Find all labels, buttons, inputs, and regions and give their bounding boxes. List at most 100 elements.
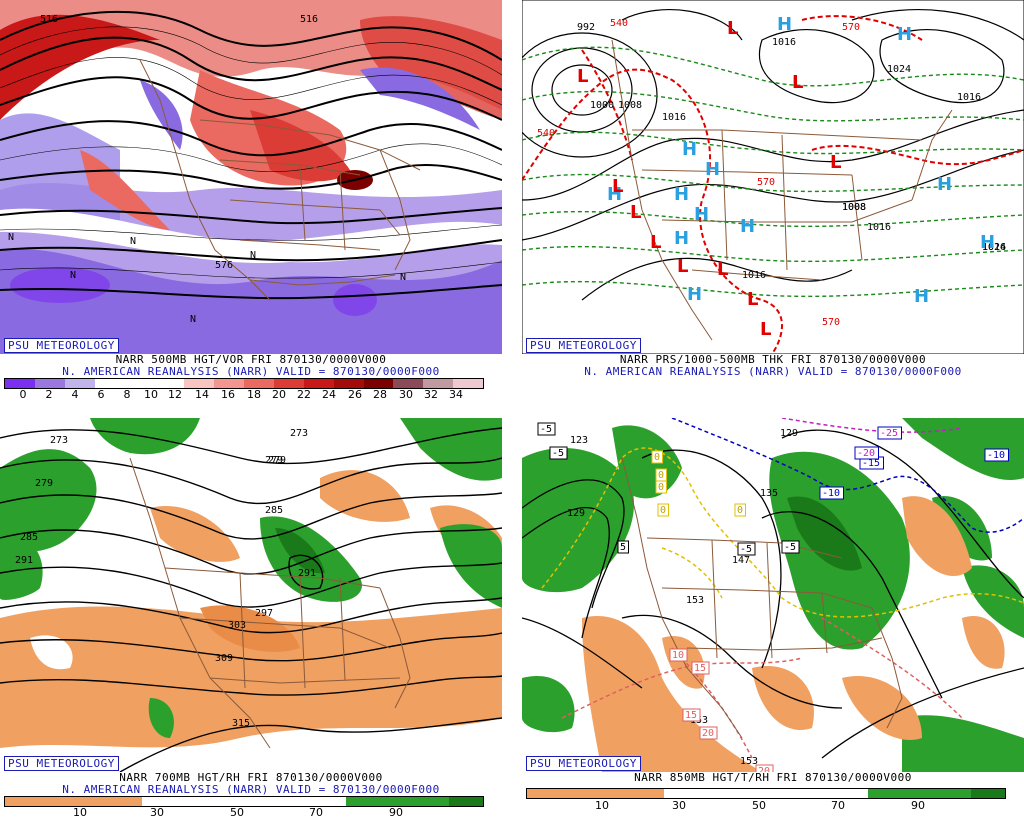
colorbar-segment <box>214 379 244 388</box>
panel-500mb-vorticity: 516 516 576 N N N N N N PSU METEOROLOGY NARR 500… <box>0 0 502 404</box>
low-pressure-marker: L <box>792 72 803 93</box>
temperature-label: 20 <box>758 766 770 772</box>
panel-title: NARR 700MB HGT/RH FRI 870130/0000V000 <box>119 771 383 784</box>
panel-subtitle: N. AMERICAN REANALYSIS (NARR) VALID = 87… <box>62 783 440 796</box>
colorbar-tick-label: 18 <box>247 388 261 401</box>
colorbar-segment <box>94 379 125 388</box>
high-pressure-marker: H <box>607 184 622 205</box>
colorbar-segment <box>5 379 35 388</box>
colorbar-segment <box>5 797 40 806</box>
colorbar-segment <box>414 797 449 806</box>
temperature-label: 15 <box>694 663 706 674</box>
colorbar-tick-label: 30 <box>150 806 164 819</box>
height-contour-label: 279 <box>35 478 53 489</box>
colorbar-segment <box>333 379 364 388</box>
height-contour-label: 153 <box>686 595 704 606</box>
temperature-label: 15 <box>685 710 697 721</box>
low-pressure-marker: L <box>612 176 623 197</box>
colorbar-tick-label: 16 <box>221 388 235 401</box>
temperature-label: -20 <box>857 448 875 459</box>
isobar-label: 1024 <box>887 64 911 75</box>
isobar-label: 1016 <box>772 37 796 48</box>
colorbar-tick-label: 8 <box>123 388 131 401</box>
colorbar-segment <box>303 379 334 388</box>
panel-title: NARR PRS/1000-500MB THK FRI 870130/0000V… <box>619 353 927 366</box>
high-pressure-marker: H <box>705 159 720 180</box>
isobar-label: 570 <box>842 22 860 33</box>
height-contour-label: 576 <box>215 260 233 271</box>
isobar-label: 1008 <box>842 202 866 213</box>
panel-850mb-temp-rh: 123129129135147153153153-5-5-5-5-10-10-1… <box>522 418 1024 822</box>
colorbar-segment <box>175 797 210 806</box>
colorbar-tick-label: 70 <box>831 799 845 812</box>
temp850-map: 123129129135147153153153-5-5-5-5-10-10-1… <box>522 418 1024 772</box>
colorbar-tick-label: 20 <box>272 388 286 401</box>
height-contour-label: 516 <box>40 14 58 25</box>
high-pressure-marker: H <box>937 174 952 195</box>
colorbar-segment <box>312 797 347 806</box>
low-pressure-marker: L <box>830 152 841 173</box>
high-pressure-marker: H <box>980 232 995 253</box>
colorbar-segment <box>663 789 698 798</box>
vorticity-min-marker: N <box>130 236 136 247</box>
colorbar-tick-label: 6 <box>97 388 105 401</box>
high-pressure-marker: H <box>777 14 792 35</box>
panel-subtitle: N. AMERICAN REANALYSIS (NARR) VALID = 87… <box>584 365 962 378</box>
colorbar-segment <box>278 797 313 806</box>
isobar-label: 1016 <box>982 242 1006 253</box>
isobar-label: 570 <box>822 317 840 328</box>
height-contour-label: 273 <box>50 435 68 446</box>
low-pressure-marker: L <box>760 319 771 340</box>
low-pressure-marker: L <box>717 259 728 280</box>
low-pressure-marker: L <box>677 256 688 277</box>
colorbar-segment <box>595 789 630 798</box>
height-contour-label: 315 <box>232 718 250 729</box>
isobar-label: 1008 <box>842 202 866 213</box>
isobar-label: 1008 <box>618 100 642 111</box>
colorbar-segment <box>184 379 215 388</box>
colorbar-segment <box>107 797 142 806</box>
colorbar-tick-label: 26 <box>348 388 362 401</box>
rh-colorbar <box>526 788 1006 799</box>
psu-meteorology-badge: PSU METEOROLOGY <box>4 338 119 353</box>
colorbar-segment <box>73 797 108 806</box>
colorbar-tick-label: 34 <box>449 388 463 401</box>
height-contour-label: 123 <box>570 435 588 446</box>
height-contour-label: 297 <box>255 608 273 619</box>
colorbar-tick-label: 28 <box>373 388 387 401</box>
colorbar-segment <box>393 379 424 388</box>
height-contour-label: 135 <box>760 488 778 499</box>
colorbar-segment <box>380 797 415 806</box>
colorbar-segment <box>527 789 562 798</box>
height-contour-label: 291 <box>298 568 316 579</box>
colorbar-segment <box>868 789 903 798</box>
height-contour-label: 285 <box>20 532 38 543</box>
temperature-label: 0 <box>660 505 666 516</box>
temperature-label: 0 <box>658 482 664 493</box>
colorbar-tick-label: 10 <box>73 806 87 819</box>
low-pressure-marker: L <box>727 18 738 39</box>
isobar-label: 540 <box>537 128 555 139</box>
colorbar-tick-label: 0 <box>19 388 27 401</box>
temperature-label: -25 <box>880 428 898 439</box>
colorbar-tick-label: 12 <box>168 388 182 401</box>
temperature-label: -10 <box>822 488 840 499</box>
colorbar-segment <box>209 797 244 806</box>
height-contour-label: 153 <box>740 756 758 767</box>
colorbar-segment <box>731 789 766 798</box>
isobar-label: 992 <box>577 22 595 33</box>
colorbar-tick-label: 30 <box>399 388 413 401</box>
temperature-label: 0 <box>654 452 660 463</box>
colorbar-segment <box>902 789 937 798</box>
height-contour-label: 279 <box>265 455 283 466</box>
colorbar-tick-label: 30 <box>672 799 686 812</box>
pressure-map: 992 1000 1008 1016 1016 1024 1016 1008 1008 1016 1… <box>522 0 1024 354</box>
colorbar-tick-label: 24 <box>322 388 336 401</box>
temperature-label: -5 <box>740 544 752 555</box>
colorbar-segment <box>800 789 835 798</box>
high-pressure-marker: H <box>694 204 709 225</box>
colorbar-segment <box>346 797 381 806</box>
colorbar-segment <box>34 379 65 388</box>
vorticity-min-marker: N <box>250 250 256 261</box>
vorticity-min-marker: N <box>190 314 196 325</box>
